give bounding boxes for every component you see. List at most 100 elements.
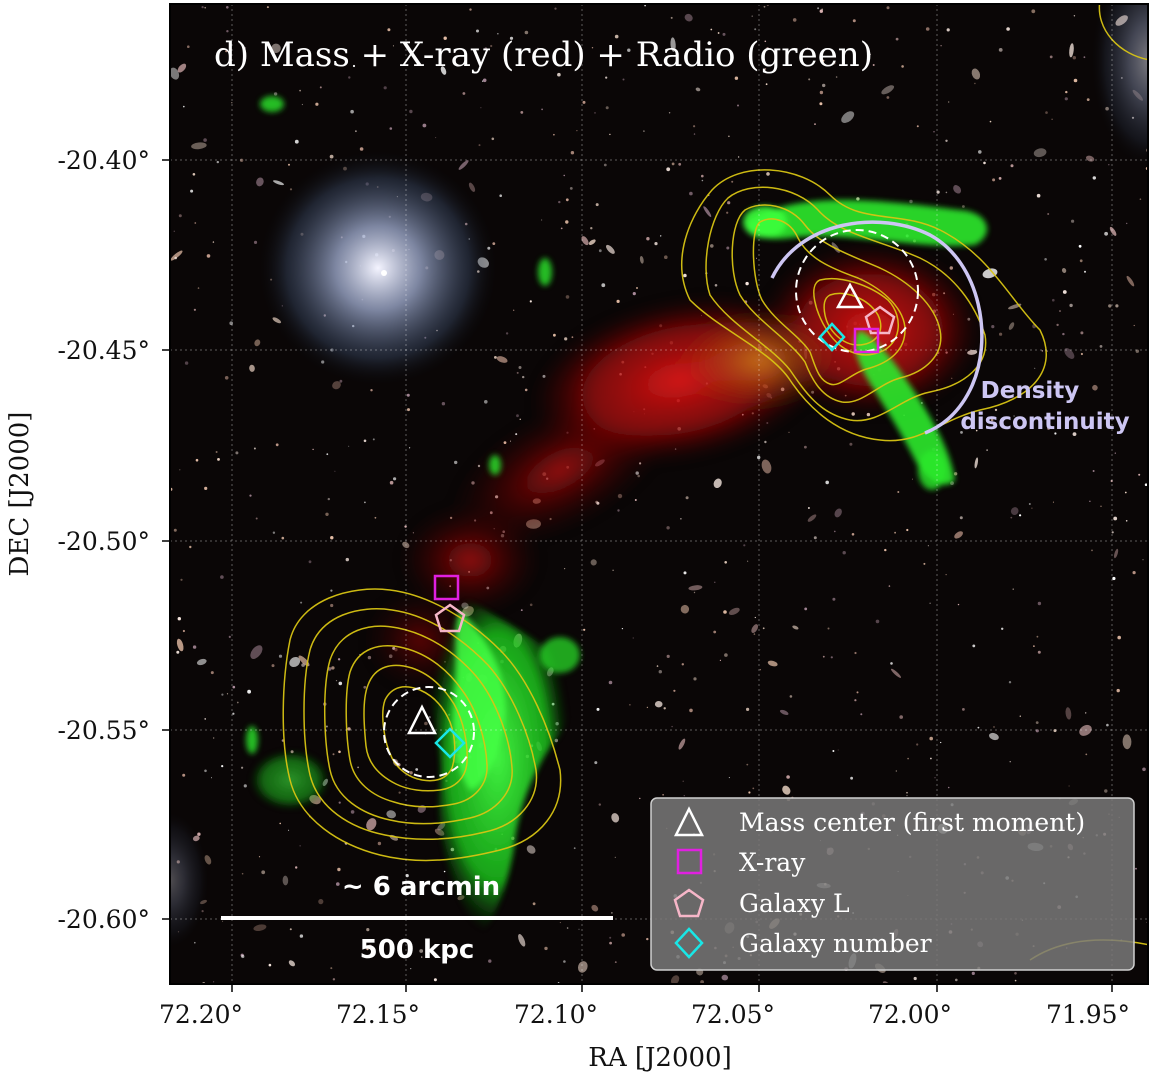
background-star — [204, 6, 206, 9]
ne-xray-marker — [853, 327, 880, 354]
background-galaxy — [761, 459, 772, 474]
background-star — [756, 257, 757, 259]
background-star — [726, 246, 730, 250]
background-star — [177, 617, 181, 621]
background-star — [759, 669, 761, 671]
background-star — [326, 453, 329, 456]
background-galaxy — [1061, 268, 1067, 273]
background-star — [232, 685, 236, 689]
background-star — [377, 841, 382, 846]
background-galaxy — [792, 625, 799, 630]
background-star — [1124, 491, 1127, 494]
background-galaxy — [249, 364, 255, 372]
background-star — [614, 856, 616, 859]
background-star — [999, 332, 1003, 336]
background-star — [174, 256, 177, 260]
sw-galaxy-number-marker — [434, 727, 466, 759]
legend-square-icon — [676, 848, 703, 875]
background-star — [786, 775, 790, 779]
background-galaxy — [591, 904, 599, 912]
background-star — [590, 227, 593, 230]
background-star — [1080, 331, 1084, 335]
background-star — [1052, 501, 1054, 503]
background-star — [563, 960, 566, 963]
background-star — [860, 713, 863, 716]
background-galaxy — [1069, 43, 1074, 58]
background-star — [849, 442, 853, 446]
background-star — [338, 681, 343, 686]
background-star — [666, 654, 670, 659]
x-tick-label: 72.05° — [691, 1000, 775, 1029]
background-star — [664, 255, 668, 259]
background-star — [646, 937, 649, 941]
background-star — [869, 53, 871, 56]
background-star — [281, 536, 285, 540]
scale-bar-arcmin-label: ~ 6 arcmin — [342, 872, 500, 902]
background-galaxy — [177, 63, 187, 73]
background-star — [723, 610, 727, 614]
background-star — [595, 203, 599, 207]
background-star — [243, 784, 247, 788]
background-star — [195, 458, 199, 462]
background-star — [559, 922, 561, 924]
background-star — [518, 366, 522, 369]
background-star — [1010, 164, 1014, 168]
background-star — [834, 530, 836, 533]
background-star — [605, 76, 608, 79]
background-star — [366, 928, 370, 932]
background-star — [962, 708, 965, 711]
bright-star-core — [381, 270, 387, 276]
x-tick-label: 72.10° — [514, 1000, 598, 1029]
background-galaxy — [695, 87, 701, 92]
background-star — [419, 949, 424, 953]
background-star — [646, 237, 650, 241]
background-star — [398, 791, 401, 794]
background-star — [1069, 303, 1073, 308]
background-star — [206, 254, 211, 258]
background-star — [337, 658, 341, 661]
background-star — [753, 633, 756, 635]
background-star — [1035, 729, 1039, 733]
background-star — [1031, 9, 1036, 14]
background-star — [945, 191, 948, 194]
background-star — [671, 162, 675, 166]
image-layers — [170, 4, 1148, 984]
background-star — [357, 766, 359, 769]
background-star — [1045, 111, 1048, 114]
background-star — [1028, 503, 1031, 505]
background-star — [948, 101, 950, 103]
background-galaxy — [782, 785, 791, 795]
background-star — [949, 266, 953, 270]
background-star — [666, 167, 671, 172]
background-star — [955, 978, 958, 982]
background-galaxy — [196, 658, 207, 666]
background-star — [807, 507, 810, 509]
background-star — [1092, 470, 1095, 472]
background-star — [933, 131, 935, 133]
background-star — [804, 445, 807, 449]
background-star — [372, 438, 375, 441]
background-star — [355, 130, 357, 133]
background-star — [261, 870, 266, 875]
background-star — [992, 178, 996, 182]
background-star — [714, 581, 716, 583]
background-star — [1135, 867, 1137, 870]
background-star — [817, 7, 820, 10]
background-star — [189, 545, 192, 549]
background-galaxy — [728, 607, 740, 615]
background-star — [541, 108, 543, 111]
background-star — [488, 959, 492, 963]
background-star — [608, 680, 613, 685]
background-star — [409, 771, 413, 775]
background-star — [330, 589, 333, 592]
background-star — [1139, 198, 1142, 200]
background-galaxy — [526, 845, 536, 854]
background-star — [204, 718, 206, 720]
background-star — [945, 139, 948, 142]
background-star — [886, 6, 890, 10]
background-galaxy — [282, 875, 289, 886]
background-star — [751, 15, 753, 17]
background-star — [288, 829, 290, 831]
background-star — [330, 603, 334, 608]
background-star — [621, 628, 624, 630]
